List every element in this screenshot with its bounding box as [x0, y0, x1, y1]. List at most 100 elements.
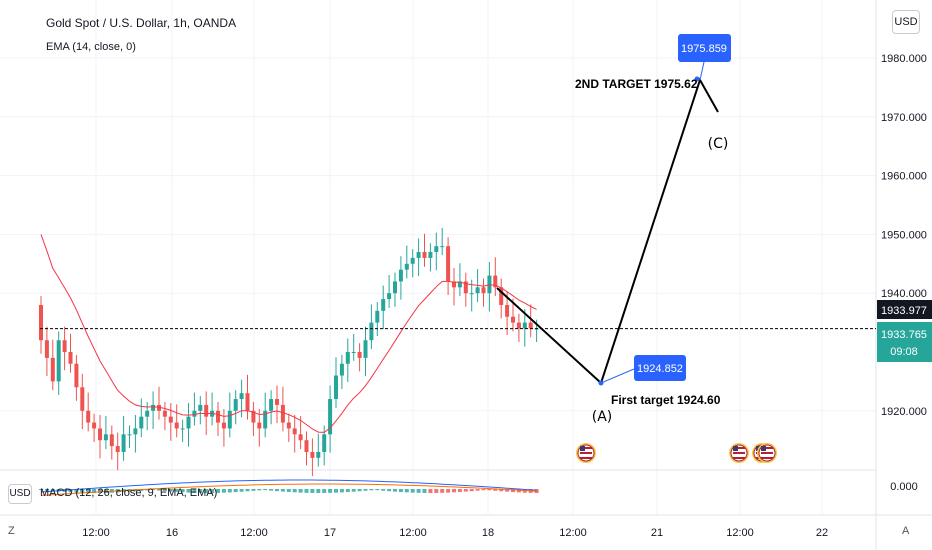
candle-body — [186, 416, 191, 429]
candle-body — [174, 422, 179, 429]
macd-histogram-bar — [398, 489, 403, 493]
candle-body — [269, 399, 274, 411]
macd-histogram-bar — [157, 489, 161, 491]
macd-histogram-bar — [434, 489, 439, 493]
macd-histogram-bar — [387, 489, 392, 492]
candle-body — [245, 393, 250, 411]
candle-body — [369, 322, 374, 341]
candle-body — [68, 352, 73, 364]
time-tick: 12:00 — [399, 527, 427, 539]
candle-body — [475, 287, 480, 294]
us-flag-event-icon[interactable] — [757, 443, 777, 463]
point-a-label: (A) — [592, 409, 613, 425]
macd-histogram-bar — [280, 489, 285, 492]
macd-histogram-bar — [357, 489, 362, 492]
point-c-box[interactable]: 1975.859 — [678, 34, 731, 62]
macd-histogram-bar — [192, 489, 197, 493]
candle-body — [92, 422, 97, 429]
candle-body — [304, 440, 309, 452]
auto-scale-button[interactable]: A — [902, 525, 910, 537]
candle-body — [440, 246, 445, 248]
macd-histogram-bar — [457, 489, 462, 493]
first-target-text: First target 1924.60 — [611, 393, 721, 407]
us-flag-event-icon[interactable] — [576, 443, 596, 463]
candle-body — [351, 352, 356, 353]
macd-histogram-bar — [50, 489, 55, 491]
candle-body — [522, 322, 527, 329]
time-tick: 12:00 — [726, 527, 754, 539]
time-tick: 12:00 — [559, 527, 587, 539]
macd-histogram-bar — [145, 489, 150, 491]
macd-histogram-bar — [381, 489, 386, 491]
macd-histogram-bar — [233, 489, 238, 493]
time-tick: 17 — [324, 527, 336, 539]
candle-body — [121, 434, 126, 452]
timezone-toggle[interactable]: Z — [8, 525, 15, 537]
macd-histogram-bar — [44, 489, 49, 491]
candle-body — [469, 293, 474, 295]
time-axis[interactable]: 12:00 16 12:00 17 12:00 18 12:00 21 12:00 22 — [82, 527, 828, 539]
macd-histogram-bar — [245, 489, 250, 492]
chart-title: Gold Spot / U.S. Dollar, 1h, OANDA — [46, 16, 237, 30]
macd-histogram-bar — [286, 489, 291, 492]
countdown-text: 09:08 — [890, 346, 918, 358]
macd-histogram-bar — [92, 489, 97, 493]
candle-body — [452, 281, 456, 288]
macd-histogram-bar — [80, 489, 85, 493]
macd-histogram-bar — [210, 489, 215, 493]
us-flag-event-icon[interactable] — [729, 443, 749, 463]
macd-histogram-bar — [375, 489, 380, 491]
macd-currency-button[interactable]: USD — [8, 484, 32, 504]
candle-body — [463, 281, 468, 294]
price-tick: 1950.000 — [881, 229, 927, 241]
macd-histogram-bar — [499, 489, 504, 492]
candle-body — [86, 410, 91, 423]
candle-body — [192, 410, 197, 417]
candle-body — [387, 293, 392, 300]
candle-body — [56, 340, 61, 382]
macd-signal-line — [40, 483, 537, 496]
macd-histogram-bar — [322, 489, 327, 493]
candle-body — [280, 404, 285, 423]
macd-histogram-bar — [257, 489, 262, 491]
macd-histogram-bar — [269, 489, 274, 491]
price-axis[interactable]: 1980.000 1970.000 1960.000 1950.000 1940.000… — [881, 53, 927, 493]
candle-body — [98, 428, 102, 441]
ema-study-label[interactable]: EMA (14, close, 0) — [46, 41, 136, 53]
macd-histogram-bar — [487, 489, 492, 491]
price-tick: 1960.000 — [881, 171, 927, 183]
macd-histogram-bar — [151, 489, 156, 491]
candle-body — [516, 322, 521, 329]
macd-study-label[interactable]: MACD (12, 26, close, 9, EMA, EMA) — [40, 487, 218, 499]
macd-histogram-bar — [416, 489, 421, 493]
macd-histogram-bar — [328, 489, 333, 493]
price-tick: 1980.000 — [881, 53, 927, 65]
macd-histogram-bar — [410, 489, 415, 493]
candle-body — [198, 404, 203, 411]
candle-body — [511, 316, 515, 323]
macd-histogram-bar — [204, 489, 209, 493]
candle-body — [357, 352, 362, 358]
candle-body — [221, 422, 226, 429]
wave-projection[interactable] — [496, 61, 719, 386]
candle-body — [275, 399, 279, 405]
point-c-label: (C) — [708, 136, 729, 152]
price-tick: 1970.000 — [881, 112, 927, 124]
macd-line — [40, 479, 537, 493]
currency-button[interactable]: USD — [892, 10, 920, 34]
point-a-box[interactable]: 1924.852 — [634, 355, 686, 381]
macd-histogram-bar — [180, 489, 185, 493]
candle-body — [103, 434, 108, 441]
macd-histogram-bar — [221, 489, 226, 493]
macd-histogram-bar — [369, 489, 374, 491]
macd-histogram-bar — [452, 489, 456, 493]
economic-events[interactable] — [576, 443, 777, 463]
candle-body — [286, 422, 291, 429]
candles — [39, 227, 539, 477]
candle-body — [115, 446, 120, 452]
macd-histogram-bar — [404, 489, 409, 493]
candle-body — [151, 404, 156, 411]
candle-body — [393, 281, 397, 294]
last-price-badge: 1933.977 — [877, 300, 932, 319]
